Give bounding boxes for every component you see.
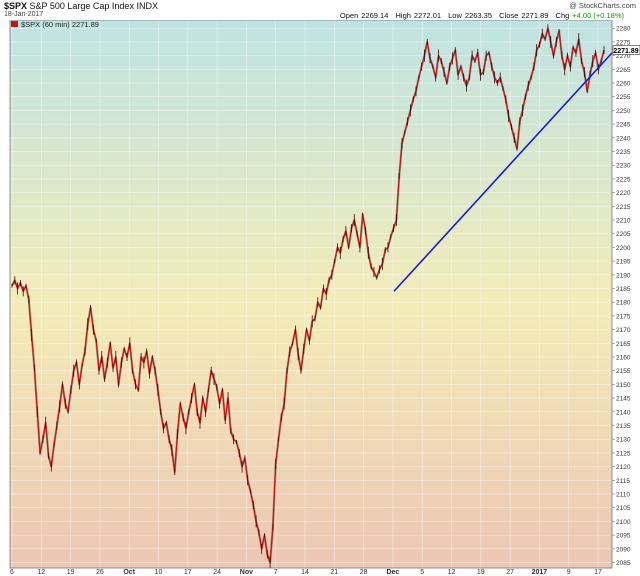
plot-background: [10, 20, 612, 568]
last-price-tag: 2271.89: [612, 45, 640, 55]
symbol: $SPX: [4, 1, 28, 11]
x-tick-label: 19: [477, 569, 485, 576]
x-tick-label: 5: [420, 569, 424, 576]
open-label: Open: [339, 11, 359, 20]
chart-title: $SPX S&P 500 Large Cap Index INDX: [4, 1, 158, 11]
x-tick-label: 17: [184, 569, 192, 576]
last-price-value: 2271.89: [613, 48, 638, 55]
stockcharts-watermark: @ StockCharts.com: [569, 1, 636, 10]
close-label: Close: [499, 11, 519, 20]
x-tick-label: 12: [448, 569, 456, 576]
price-series: [11, 24, 606, 569]
y-tick-label: 2205: [616, 231, 631, 238]
x-tick-label: 2017: [532, 569, 548, 576]
high-value: 2272.01: [413, 11, 442, 20]
x-tick-label: 24: [213, 569, 221, 576]
y-tick-label: 2170: [616, 327, 631, 334]
x-tick-label: 27: [506, 569, 514, 576]
y-tick-label: 2135: [616, 423, 631, 430]
y-tick-label: 2215: [616, 204, 631, 211]
chart-date: 18-Jan-2017: [4, 11, 44, 18]
y-tick-label: 2115: [616, 478, 630, 485]
x-tick-label: 19: [67, 569, 75, 576]
y-tick-label: 2145: [616, 396, 631, 403]
y-tick-label: 2200: [616, 245, 631, 252]
quote-bar: Open 2269.14 High 2272.01 Low 2263.35 Close…: [335, 11, 624, 20]
y-tick-label: 2175: [616, 313, 631, 320]
x-tick-label: 17: [594, 569, 602, 576]
trendline-layer: [393, 52, 613, 292]
y-tick-label: 2120: [616, 464, 631, 471]
high-label: High: [395, 11, 411, 20]
y-tick-label: 2240: [616, 135, 631, 142]
open-value: 2269.14: [361, 11, 389, 20]
y-tick-label: 2095: [616, 533, 631, 540]
grid-lines: [10, 20, 612, 568]
y-tick-label: 2125: [616, 450, 631, 457]
x-tick-label: 7: [274, 569, 278, 576]
y-tick-label: 2110: [616, 492, 630, 499]
y-tick-label: 2230: [616, 163, 631, 170]
close-value: 2271.89: [521, 11, 549, 20]
y-tick-label: 2085: [616, 560, 631, 567]
y-tick-label: 2190: [616, 272, 631, 279]
x-tick-label: 14: [301, 569, 309, 576]
x-tick-label: 21: [330, 569, 338, 576]
y-tick-label: 2265: [616, 67, 631, 74]
x-tick-label: Oct: [123, 569, 135, 576]
y-tick-label: 2220: [616, 190, 631, 197]
exchange: INDX: [136, 1, 158, 11]
y-tick-label: 2245: [616, 122, 631, 129]
legend-label: $SPX (60 min) 2271.89: [21, 20, 99, 29]
index-name: S&P 500 Large Cap Index: [29, 1, 134, 11]
y-tick-label: 2250: [616, 108, 631, 115]
trendline: [393, 52, 613, 292]
y-tick-label: 2270: [616, 53, 631, 60]
y-tick-label: 2260: [616, 81, 631, 88]
y-tick-label: 2195: [616, 259, 631, 266]
y-tick-label: 2150: [616, 382, 631, 389]
chg-value: +4.00 (+0.18%): [572, 11, 624, 20]
y-tick-label: 2235: [616, 149, 631, 156]
low-value: 2263.35: [464, 11, 493, 20]
y-tick-label: 2165: [616, 341, 631, 348]
x-tick-label: 6: [10, 569, 14, 576]
y-tick-label: 2225: [616, 176, 631, 183]
x-tick-label: 10: [155, 569, 163, 576]
y-axis: 2085 2090 2095 2100 2105 2110 2115 2120 2125 2130…: [612, 26, 631, 567]
x-tick-label: 12: [37, 569, 45, 576]
x-tick-label: Nov: [240, 569, 253, 576]
y-tick-label: 2160: [616, 355, 631, 362]
chg-label: Chg: [555, 11, 570, 20]
price-series-line: [11, 27, 605, 564]
y-tick-label: 2180: [616, 300, 631, 307]
x-axis: 6 12 19 26 Oct 10 17 24 Nov 7 14 21 28 Dec 5 12 19 27 2017…: [10, 569, 602, 576]
y-tick-label: 2280: [616, 26, 631, 33]
low-label: Low: [448, 11, 462, 20]
y-tick-label: 2210: [616, 218, 631, 225]
y-tick-label: 2185: [616, 286, 631, 293]
chart-legend: $SPX (60 min) 2271.89: [11, 20, 99, 29]
y-tick-label: 2255: [616, 94, 631, 101]
plot-border: [9, 19, 613, 569]
y-tick-label: 2090: [616, 546, 631, 553]
y-tick-label: 2140: [616, 409, 631, 416]
y-tick-label: 2155: [616, 368, 631, 375]
chart-header: $SPX S&P 500 Large Cap Index INDX 18-Jan…: [0, 0, 640, 20]
x-tick-label: Dec: [386, 569, 399, 576]
x-tick-label: 28: [360, 569, 368, 576]
y-tick-label: 2105: [616, 505, 631, 512]
x-tick-label: 9: [567, 569, 571, 576]
y-tick-label: 2275: [616, 39, 631, 46]
x-tick-label: 26: [96, 569, 104, 576]
y-tick-label: 2130: [616, 437, 631, 444]
y-tick-label: 2100: [616, 519, 631, 526]
